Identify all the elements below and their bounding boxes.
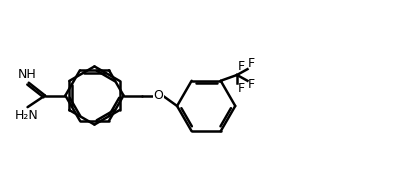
Text: F: F xyxy=(237,60,244,73)
Text: F: F xyxy=(237,82,244,95)
Text: H₂N: H₂N xyxy=(14,109,38,122)
Text: O: O xyxy=(153,89,163,102)
Text: F: F xyxy=(247,57,254,70)
Text: F: F xyxy=(247,79,254,91)
Text: NH: NH xyxy=(18,68,37,81)
